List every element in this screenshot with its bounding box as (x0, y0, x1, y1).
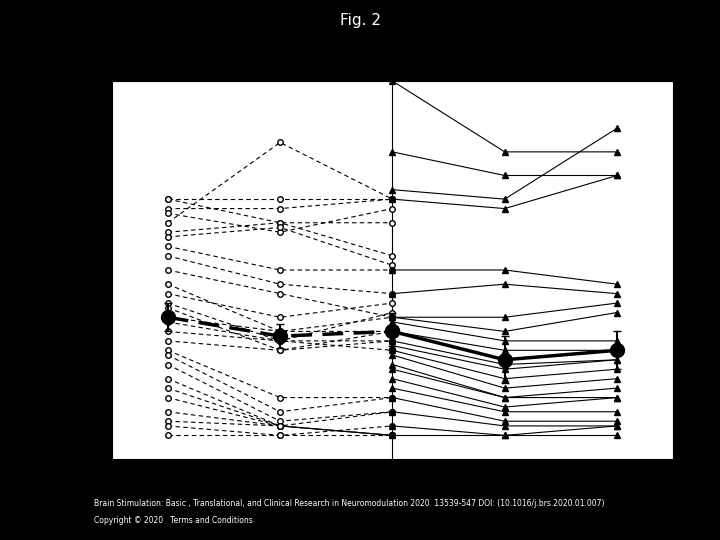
Text: Active: Active (518, 52, 581, 70)
Text: Copyright © 2020   Terms and Conditions: Copyright © 2020 Terms and Conditions (94, 516, 252, 525)
Text: Fig. 2: Fig. 2 (340, 14, 380, 29)
X-axis label: Time: Time (368, 490, 417, 508)
Text: Brain Stimulation: Basic , Translational, and Clinical Research in Neuromodulati: Brain Stimulation: Basic , Translational… (94, 500, 604, 509)
Text: Sham: Sham (240, 52, 297, 70)
Y-axis label: Spatial Working Memory: Spatial Working Memory (63, 177, 77, 363)
